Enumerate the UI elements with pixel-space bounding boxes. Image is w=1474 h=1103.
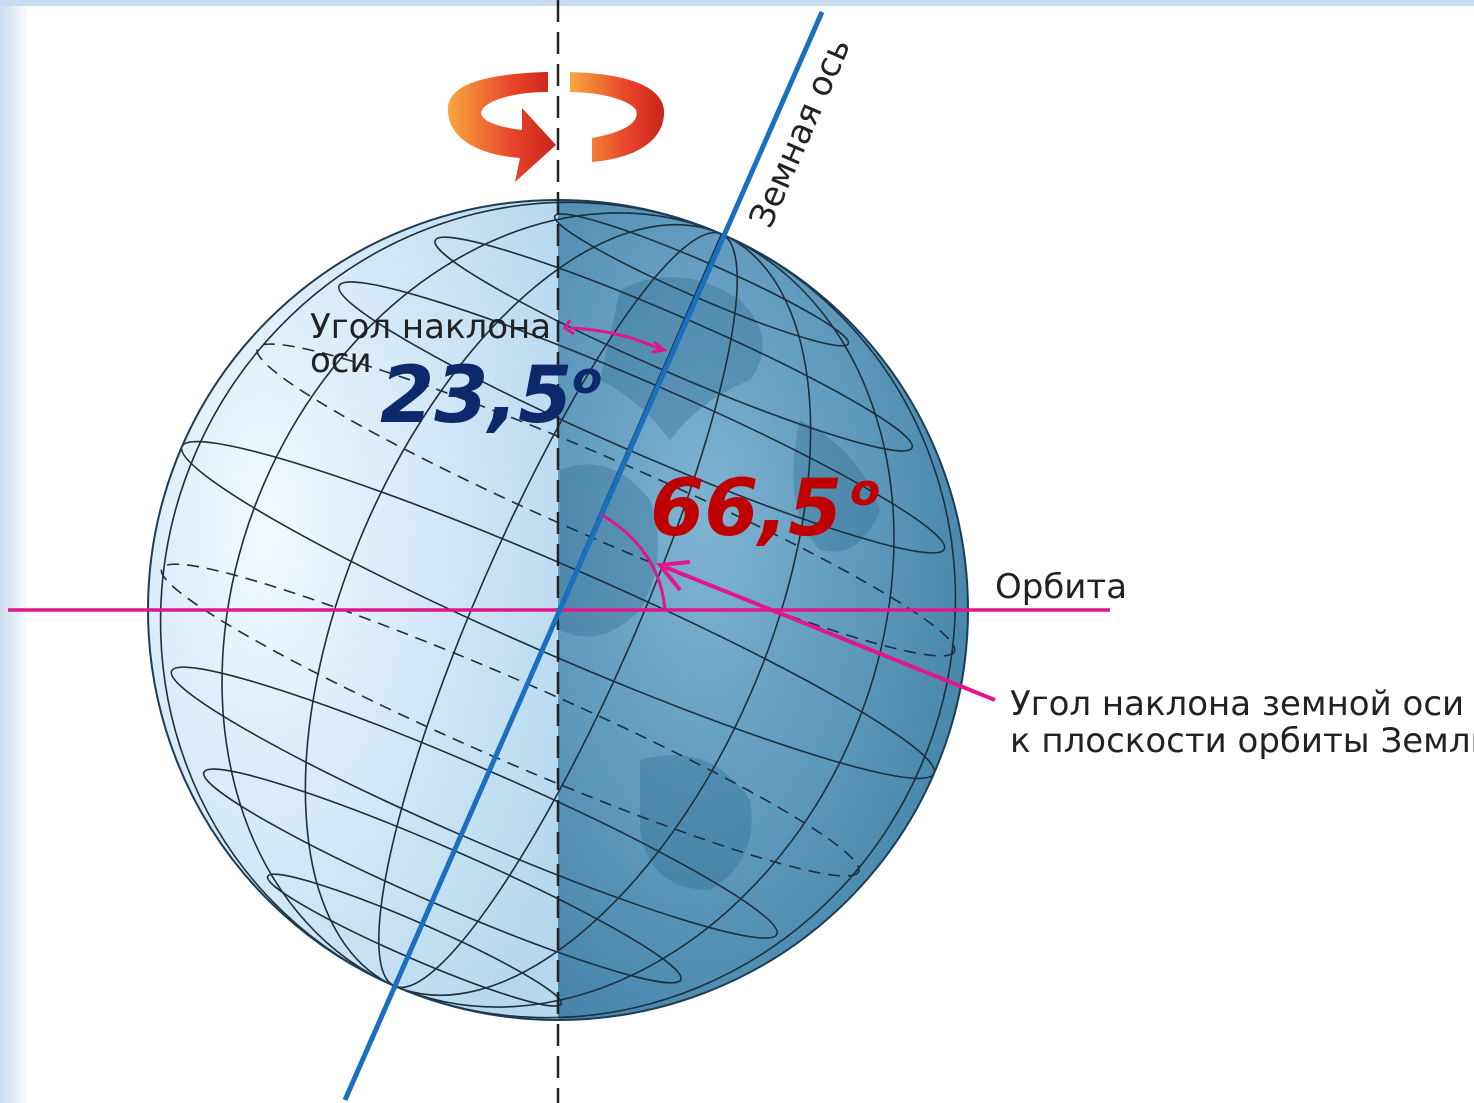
rotation-arrow [447,72,665,182]
earth-axis [342,10,825,1102]
orbit-label: Орбита [995,567,1127,607]
tilt-label-line2: оси [310,341,372,381]
top-border [0,0,1474,6]
orbit-angle-arc [601,513,667,611]
pointer-line [664,565,996,702]
orbit-angle-label-line1: Угол наклона земной оси [1010,684,1464,724]
tilt-label-line1: Угол наклона [310,307,551,347]
orbit-angle-label-line2: к плоскости орбиты Земли [1010,721,1474,761]
orbit-angle: 66,5 [650,464,842,554]
continents [560,277,880,890]
pointer-arrowhead [656,560,691,592]
small-angle-arrowheads [562,319,668,354]
axis-angle-degree: o [572,353,602,404]
orbit-angle-degree: o [850,465,880,516]
small-angle-arc [569,326,663,352]
axis-angle: 23,5 [380,351,572,441]
